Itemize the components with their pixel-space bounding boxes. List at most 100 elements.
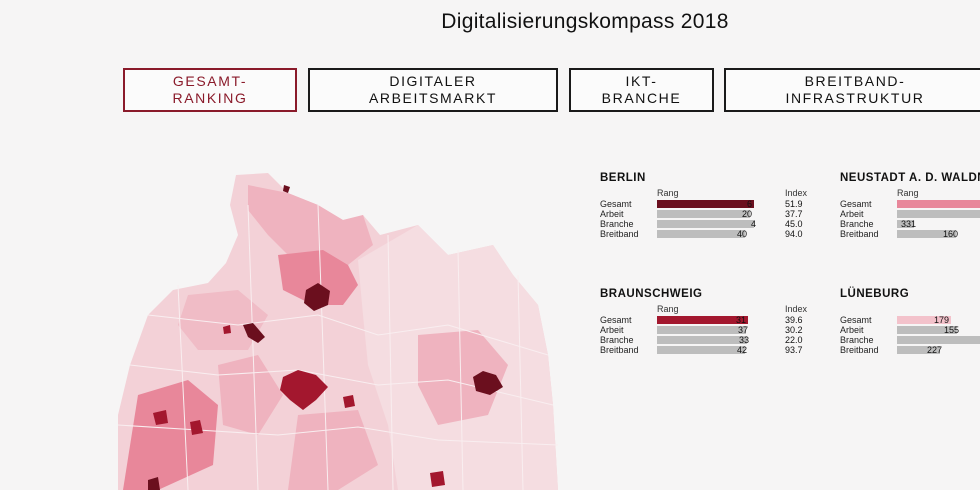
index-value: 94.0: [785, 229, 803, 239]
tab-label-line1: DIGITALER: [389, 73, 477, 89]
map-region-central-west: [218, 355, 283, 435]
rang-header: Rang: [897, 188, 919, 198]
tab-ikt-branche[interactable]: IKT- BRANCHE: [569, 68, 714, 112]
metric-label: Arbeit: [840, 209, 864, 219]
index-value: 22.0: [785, 335, 803, 345]
metric-label: Breitband: [600, 345, 639, 355]
rank-value: 33: [738, 335, 749, 345]
city-panel-neustadt: NEUSTADT A. D. WALDNAAB Rang Gesamt 1 Arbe…: [840, 172, 980, 239]
metric-row: Branche 33 22.0: [600, 335, 900, 345]
city-name: NEUSTADT A. D. WALDNAAB: [840, 172, 980, 184]
rank-value: 6: [746, 199, 752, 209]
index-header: Index: [785, 188, 808, 198]
map-region-hamburg: [278, 250, 358, 305]
rank-value: 160: [942, 229, 958, 239]
index-value: 30.2: [785, 325, 803, 335]
page-title: Digitalisierungskompass 2018: [441, 10, 729, 33]
index-value: 45.0: [785, 219, 803, 229]
rank-bar: [897, 210, 980, 218]
germany-choropleth-map[interactable]: [118, 165, 563, 490]
metric-row: Branche 12: [840, 335, 980, 345]
city-name: BRAUNSCHWEIG: [600, 288, 703, 300]
city-panel-lueneburg: LÜNEBURG Gesamt179Arbeit155Branche12Brei…: [840, 288, 980, 355]
rank-bar: [657, 200, 754, 208]
metric-label: Gesamt: [600, 315, 632, 325]
metric-label: Arbeit: [600, 209, 624, 219]
rank-bar: [657, 230, 745, 238]
metric-row: Branche 4 45.0: [600, 219, 900, 229]
metric-rows: Gesamt 31 39.6 Arbeit 37 30.2 Branche 33 22.0 Bre…: [600, 315, 900, 355]
map-district-small-4: [430, 471, 445, 487]
rank-bar: [657, 210, 750, 218]
rank-bar: [657, 336, 747, 344]
tab-label-line2: ARBEITSMARKT: [368, 90, 498, 106]
tab-breitband-infrastruktur[interactable]: BREITBAND- INFRASTRUKTUR: [724, 68, 980, 112]
index-header: Index: [785, 304, 808, 314]
tab-label-line1: BREITBAND-: [804, 73, 906, 89]
metric-row: Breitband 40 94.0: [600, 229, 900, 239]
metric-row: Arbeit 20 37.7: [600, 209, 900, 219]
metric-label: Breitband: [600, 229, 639, 239]
tab-label-line2: INFRASTRUKTUR: [785, 90, 925, 106]
map-district-berlin: [473, 371, 503, 395]
index-value: 37.7: [785, 209, 803, 219]
metric-label: Branche: [600, 219, 634, 229]
city-panel-berlin: BERLIN Rang Index Gesamt 6 51.9 Arbeit 20 37.…: [600, 172, 900, 239]
rank-bar: [897, 220, 914, 228]
tab-label-line2: BRANCHE: [601, 90, 682, 106]
column-headers: Rang Index: [600, 188, 900, 199]
rank-bar: [897, 346, 940, 354]
rank-bar: [657, 220, 754, 228]
rank-value: 155: [943, 325, 959, 335]
metric-row: Gesamt 1: [840, 199, 980, 209]
metric-label: Arbeit: [840, 325, 864, 335]
rank-bar: [657, 316, 748, 324]
metric-row: Gesamt 31 39.6: [600, 315, 900, 325]
map-district-braunschweig: [343, 395, 355, 408]
metric-row: Gesamt 6 51.9: [600, 199, 900, 209]
map-district-small-2: [190, 420, 203, 435]
metric-label: Breitband: [840, 229, 879, 239]
rank-value: 227: [926, 345, 942, 355]
rank-value: 4: [750, 219, 756, 229]
rank-bar: [657, 346, 745, 354]
rank-value: 12: [964, 335, 980, 345]
map-district-bremen: [243, 323, 265, 343]
map-region-nrw: [178, 290, 268, 350]
metric-row: Gesamt 179: [840, 315, 980, 325]
map-region-south: [288, 410, 378, 490]
metric-label: Branche: [600, 335, 634, 345]
map-district-hamburg: [304, 283, 330, 311]
map-district-small-5: [283, 185, 290, 193]
metric-row: Arbeit 155: [840, 325, 980, 335]
index-value: 93.7: [785, 345, 803, 355]
metric-label: Arbeit: [600, 325, 624, 335]
metric-label: Branche: [840, 335, 874, 345]
tab-gesamt-ranking[interactable]: GESAMT- RANKING: [123, 68, 297, 112]
metric-rows: Gesamt 179 Arbeit 155 Branche 12 Breitband 227: [840, 315, 980, 355]
metric-row: Breitband 160: [840, 229, 980, 239]
tab-label-line2: RANKING: [172, 90, 248, 106]
metric-label: Gesamt: [840, 199, 872, 209]
metric-label: Gesamt: [600, 199, 632, 209]
map-district-hannover: [280, 370, 328, 410]
rank-bar: [657, 326, 746, 334]
tab-label-line1: GESAMT-: [172, 73, 248, 89]
metric-label: Breitband: [840, 345, 879, 355]
rank-value: 31: [735, 315, 746, 325]
tab-label-line1: IKT-: [625, 73, 658, 89]
map-region-borders: [118, 204, 559, 490]
rank-value: 1: [963, 199, 980, 209]
map-district-small-3: [153, 410, 168, 425]
metric-row: Breitband 227: [840, 345, 980, 355]
map-district-small-6: [148, 477, 160, 490]
rank-bar: [897, 316, 951, 324]
metric-row: Arbeit: [840, 209, 980, 219]
index-value: 51.9: [785, 199, 803, 209]
tab-digitaler-arbeitsmarkt[interactable]: DIGITALER ARBEITSMARKT: [308, 68, 558, 112]
metric-label: Branche: [840, 219, 874, 229]
rank-value: 37: [737, 325, 748, 335]
rank-bar: [897, 230, 956, 238]
city-name: BERLIN: [600, 172, 646, 184]
